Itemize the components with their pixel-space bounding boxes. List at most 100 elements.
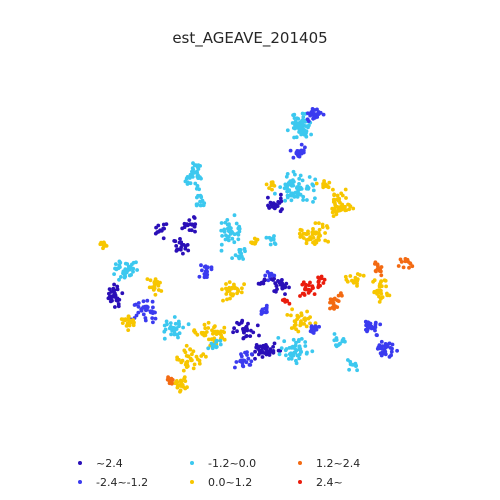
- map-point: [279, 192, 283, 197]
- map-point: [191, 171, 196, 175]
- map-point: [162, 329, 167, 334]
- map-point: [300, 151, 304, 155]
- map-point: [196, 193, 200, 198]
- map-point: [119, 275, 123, 279]
- map-point: [173, 381, 178, 385]
- map-point: [347, 203, 351, 207]
- map-point: [153, 279, 157, 284]
- map-point: [383, 278, 388, 283]
- map-point: [230, 256, 235, 260]
- map-point: [383, 342, 388, 346]
- map-point: [344, 196, 348, 200]
- map-point: [293, 172, 297, 177]
- map-point: [293, 126, 297, 131]
- map-point: [305, 309, 309, 314]
- map-point: [379, 339, 384, 344]
- map-point: [188, 347, 193, 351]
- map-point: [264, 347, 269, 352]
- map-point: [127, 323, 132, 328]
- map-point: [277, 279, 281, 284]
- map-point: [227, 222, 231, 227]
- map-point: [212, 342, 216, 347]
- map-point: [191, 349, 196, 354]
- map-point: [197, 358, 202, 363]
- map-point: [120, 291, 125, 296]
- map-point: [273, 205, 278, 209]
- map-point: [252, 236, 257, 241]
- map-point: [235, 291, 240, 296]
- map-point: [291, 169, 296, 174]
- map-point: [185, 359, 190, 364]
- map-point: [151, 305, 155, 310]
- map-point: [322, 179, 326, 183]
- map-point: [166, 378, 171, 382]
- map-point: [312, 108, 317, 112]
- map-point: [298, 126, 303, 131]
- map-point: [260, 280, 264, 285]
- map-point: [380, 295, 385, 300]
- map-point: [308, 321, 312, 326]
- legend-item-2: -1.2~0.0: [190, 456, 256, 472]
- map-point: [145, 298, 150, 303]
- map-point: [176, 383, 180, 388]
- legend-item-1: -2.4~-1.2: [78, 475, 148, 491]
- map-point: [264, 235, 269, 240]
- map-point: [173, 321, 178, 326]
- map-point: [340, 207, 345, 212]
- map-point: [245, 350, 249, 354]
- map-point: [148, 278, 153, 283]
- map-point: [341, 337, 346, 341]
- map-point: [193, 229, 197, 234]
- map-point: [267, 353, 272, 357]
- map-point: [270, 277, 274, 281]
- map-point: [232, 286, 237, 291]
- map-point: [136, 301, 141, 305]
- map-point: [263, 273, 268, 278]
- map-point: [289, 191, 293, 196]
- map-point: [291, 353, 296, 358]
- map-point: [113, 305, 117, 309]
- map-point: [253, 349, 257, 354]
- map-point: [375, 333, 379, 338]
- map-point: [371, 279, 375, 284]
- legend-marker: [298, 480, 302, 484]
- map-point: [303, 232, 308, 236]
- map-point: [331, 214, 336, 219]
- map-point: [253, 241, 257, 246]
- map-point: [192, 215, 196, 219]
- map-point: [161, 236, 166, 241]
- map-point: [237, 254, 242, 259]
- map-point: [306, 125, 310, 130]
- map-point: [285, 299, 289, 303]
- map-point: [302, 317, 307, 321]
- map-point: [131, 318, 136, 322]
- map-point: [186, 248, 191, 253]
- legend-label: ~2.4: [96, 457, 123, 470]
- map-point: [219, 221, 224, 225]
- map-point: [268, 349, 273, 354]
- map-point: [254, 345, 259, 350]
- map-point: [312, 242, 317, 247]
- map-point: [312, 112, 317, 116]
- map-point: [202, 322, 207, 327]
- map-point: [228, 292, 233, 297]
- map-point: [300, 178, 305, 183]
- map-point: [246, 356, 251, 361]
- map-point: [395, 348, 399, 353]
- map-point: [284, 281, 289, 286]
- map-point: [373, 320, 378, 325]
- map-point: [379, 265, 384, 269]
- map-point: [290, 307, 294, 312]
- map-point: [284, 183, 289, 188]
- map-point: [283, 198, 287, 203]
- map-point: [172, 329, 177, 333]
- map-point: [293, 343, 298, 348]
- map-point: [181, 368, 186, 373]
- legend-marker: [190, 461, 194, 465]
- map-point: [139, 308, 144, 313]
- map-point: [248, 334, 253, 338]
- map-point: [143, 316, 148, 320]
- map-point: [199, 263, 203, 268]
- map-point: [180, 226, 185, 231]
- map-point: [298, 294, 302, 298]
